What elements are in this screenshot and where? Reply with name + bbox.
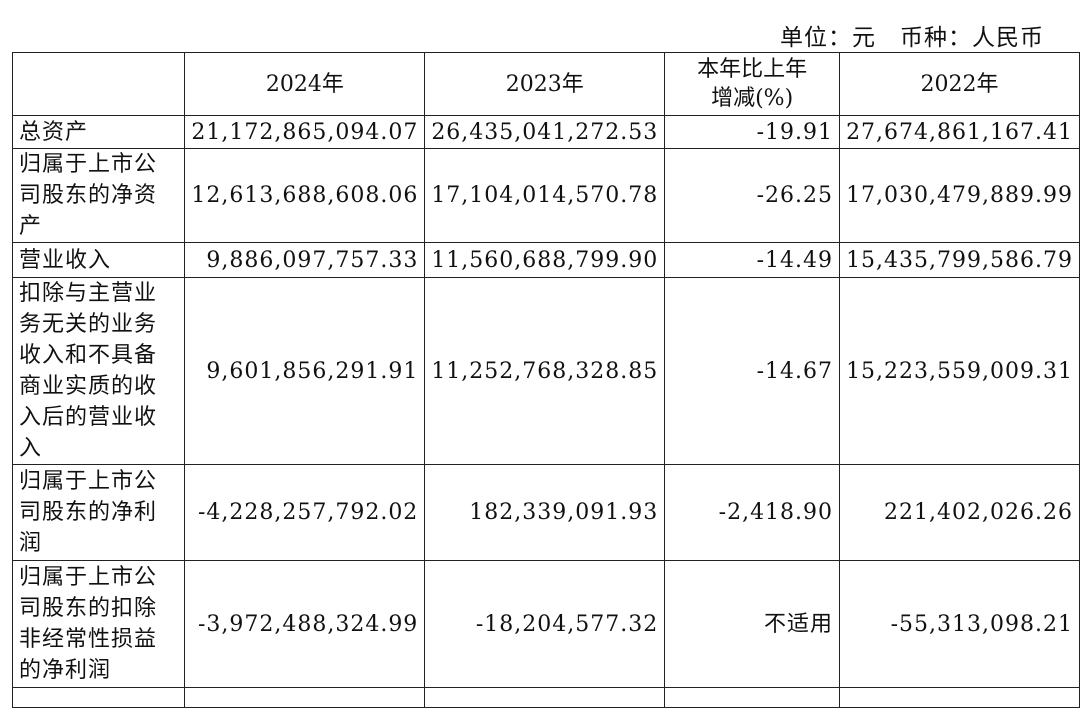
row-label: 归属于上市公司股东的净资产 <box>11 148 186 243</box>
row-label: 归属于上市公司股东的扣除非经常性损益的净利润 <box>11 560 186 688</box>
table-row: 扣除与主营业务无关的业务收入和不具备商业实质的收入后的营业收入 9,601,856… <box>11 277 1080 465</box>
unit-note: 单位：元 币种：人民币 <box>780 25 1044 51</box>
cell: 17,104,014,570.78 <box>424 148 666 243</box>
header-cell: 2023年 <box>424 52 666 116</box>
row-label: 扣除与主营业务无关的业务收入和不具备商业实质的收入后的营业收入 <box>11 277 186 465</box>
cell: 12,613,688,608.06 <box>184 148 426 243</box>
empty-cell <box>11 687 186 708</box>
cell: 15,223,559,009.31 <box>839 277 1080 465</box>
label-text: 归属于上市公司股东的净利润 <box>19 469 158 556</box>
cell: 27,674,861,167.41 <box>839 115 1080 149</box>
cell: 26,435,041,272.53 <box>424 115 666 149</box>
cell: 9,886,097,757.33 <box>184 242 426 278</box>
cell: 17,030,479,889.99 <box>839 148 1080 243</box>
cell: 182,339,091.93 <box>424 464 666 561</box>
cell: -26.25 <box>664 148 841 243</box>
label-text: 营业收入 <box>19 247 112 273</box>
header-cell: 2024年 <box>184 52 426 116</box>
header-cell <box>11 52 186 116</box>
cell: -19.91 <box>664 115 841 149</box>
cell: 15,435,799,586.79 <box>839 242 1080 278</box>
empty-cell <box>664 687 841 708</box>
label-text: 归属于上市公司股东的净资产 <box>19 152 158 239</box>
header-text: 2024年 <box>265 71 344 97</box>
empty-cell <box>424 687 666 708</box>
cell: -4,228,257,792.02 <box>184 464 426 561</box>
cell: 11,560,688,799.90 <box>424 242 666 278</box>
row-label: 营业收入 <box>11 242 186 278</box>
cell: -3,972,488,324.99 <box>184 560 426 688</box>
header-row: 2024年 2023年 本年比上年增减(%) 2022年 <box>11 52 1080 116</box>
cell: 不适用 <box>664 560 841 688</box>
table-row: 归属于上市公司股东的净利润 -4,228,257,792.02 182,339,09… <box>11 464 1080 561</box>
header-cell: 本年比上年增减(%) <box>664 52 841 116</box>
empty-cell <box>184 687 426 708</box>
table-row: 归属于上市公司股东的扣除非经常性损益的净利润 -3,972,488,324.99-… <box>11 560 1080 688</box>
table-row: 总资产 21,172,865,094.07 26,435,041,272.53 -19… <box>11 115 1080 149</box>
label-text: 归属于上市公司股东的扣除非经常性损益的净利润 <box>19 565 158 683</box>
cell: -18,204,577.32 <box>424 560 666 688</box>
header-text: 本年比上年增减(%) <box>697 57 808 111</box>
header-text: 2022年 <box>920 71 999 97</box>
label-text: 总资产 <box>19 119 89 145</box>
cell: -14.49 <box>664 242 841 278</box>
row-label: 总资产 <box>11 115 186 149</box>
table-body: 2024年 2023年 本年比上年增减(%) 2022年总资产 21,172,865,0… <box>11 52 1080 708</box>
cell: -55,313,098.21 <box>839 560 1080 688</box>
empty-cell <box>839 687 1080 708</box>
cell: 11,252,768,328.85 <box>424 277 666 465</box>
label-text: 扣除与主营业务无关的业务收入和不具备商业实质的收入后的营业收入 <box>19 281 158 461</box>
cell: 221,402,026.26 <box>839 464 1080 561</box>
header-text: 2023年 <box>505 71 584 97</box>
data-table: 2024年 2023年 本年比上年增减(%) 2022年总资产 21,172,865,0… <box>11 52 1080 708</box>
row-label: 归属于上市公司股东的净利润 <box>11 464 186 561</box>
cell: -2,418.90 <box>664 464 841 561</box>
table-row: 营业收入 9,886,097,757.33 11,560,688,799.90 -14… <box>11 242 1080 278</box>
cell: -14.67 <box>664 277 841 465</box>
table-row: 归属于上市公司股东的净资产 12,613,688,608.06 17,104,014… <box>11 148 1080 243</box>
header-cell: 2022年 <box>839 52 1080 116</box>
cell: 9,601,856,291.91 <box>184 277 426 465</box>
page: 单位：元 币种：人民币 2024年 2023年 本年比上年增减(%) 2022年总资产… <box>11 25 1080 708</box>
cell: 21,172,865,094.07 <box>184 115 426 149</box>
partial-row <box>11 687 1080 708</box>
